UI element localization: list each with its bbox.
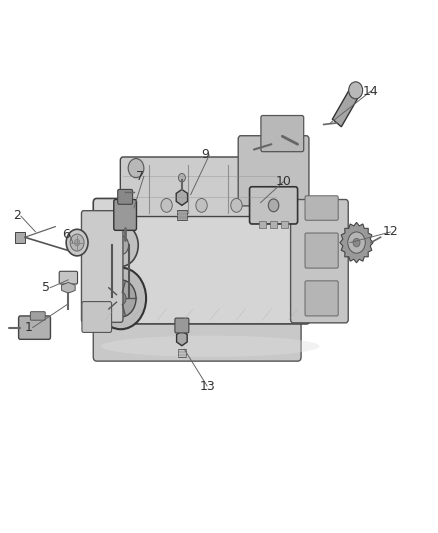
Text: 14: 14 <box>363 85 379 98</box>
Circle shape <box>348 232 365 253</box>
Circle shape <box>104 259 112 269</box>
FancyBboxPatch shape <box>261 116 304 152</box>
Bar <box>177 349 186 357</box>
Circle shape <box>70 234 84 251</box>
Polygon shape <box>62 282 75 293</box>
FancyBboxPatch shape <box>290 199 348 323</box>
Circle shape <box>98 252 117 276</box>
FancyBboxPatch shape <box>250 187 297 224</box>
Text: 13: 13 <box>199 379 215 393</box>
FancyBboxPatch shape <box>175 318 189 333</box>
Bar <box>259 221 266 228</box>
Circle shape <box>103 224 138 266</box>
Text: 9: 9 <box>201 148 209 161</box>
FancyBboxPatch shape <box>59 271 78 284</box>
Circle shape <box>95 268 146 329</box>
Circle shape <box>268 199 279 212</box>
FancyBboxPatch shape <box>120 157 279 216</box>
Circle shape <box>128 159 144 177</box>
Circle shape <box>161 198 172 212</box>
FancyBboxPatch shape <box>30 312 45 320</box>
Circle shape <box>106 280 136 317</box>
Text: 1: 1 <box>25 321 32 334</box>
Text: 10: 10 <box>276 175 292 188</box>
FancyBboxPatch shape <box>114 199 137 230</box>
Circle shape <box>349 82 363 99</box>
Circle shape <box>353 238 360 247</box>
Bar <box>281 221 288 228</box>
Bar <box>15 232 25 243</box>
Polygon shape <box>340 222 373 263</box>
FancyBboxPatch shape <box>305 233 338 268</box>
Circle shape <box>74 239 80 246</box>
Circle shape <box>113 236 129 255</box>
FancyBboxPatch shape <box>81 211 123 322</box>
FancyBboxPatch shape <box>82 302 112 333</box>
Text: 6: 6 <box>62 228 70 241</box>
FancyBboxPatch shape <box>177 209 187 220</box>
FancyBboxPatch shape <box>93 310 301 361</box>
Text: 2: 2 <box>13 209 21 222</box>
FancyBboxPatch shape <box>93 198 310 324</box>
FancyBboxPatch shape <box>305 281 338 316</box>
Circle shape <box>116 292 126 305</box>
Bar <box>270 221 277 228</box>
Ellipse shape <box>101 336 319 357</box>
Polygon shape <box>176 189 187 205</box>
Polygon shape <box>332 91 358 127</box>
Text: 5: 5 <box>42 281 50 294</box>
Polygon shape <box>177 331 187 346</box>
Circle shape <box>66 229 88 256</box>
Circle shape <box>196 198 207 212</box>
FancyBboxPatch shape <box>18 316 50 340</box>
FancyBboxPatch shape <box>238 136 309 206</box>
FancyBboxPatch shape <box>305 196 338 220</box>
Circle shape <box>231 198 242 212</box>
Circle shape <box>178 173 185 182</box>
FancyBboxPatch shape <box>118 189 133 204</box>
Text: 12: 12 <box>383 225 399 238</box>
Text: 7: 7 <box>136 169 144 183</box>
